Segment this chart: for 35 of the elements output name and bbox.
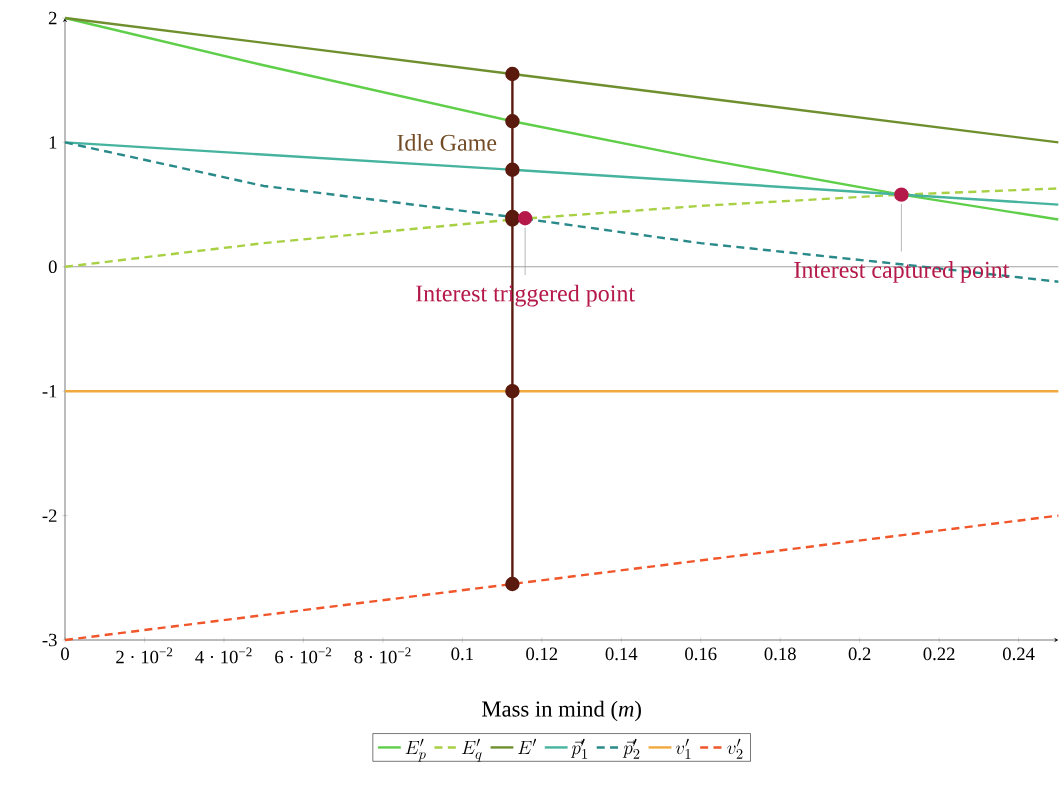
y-tick-label: -1	[42, 385, 57, 398]
x-tick-label: 0.14	[605, 647, 638, 661]
x-tick-label: 0.12	[526, 647, 558, 661]
x-tick-label: 0.16	[685, 647, 717, 661]
point	[505, 114, 520, 129]
legend-label: $E'_p$	[405, 738, 426, 762]
point	[505, 162, 520, 177]
annotation: Idle Game	[397, 133, 497, 151]
x-tick-label: 2 · 10$^{−2}$	[116, 647, 173, 664]
point	[505, 384, 520, 399]
point	[505, 66, 520, 82]
x-tick-label: 8 · 10$^{−2}$	[354, 647, 411, 664]
legend-label: $\vec{p}'_2$	[622, 738, 640, 759]
point	[505, 576, 520, 592]
x-tick-label: 0.18	[764, 647, 796, 661]
legend-label: $E'_q$	[461, 738, 482, 762]
legend-label: $\vec{p}'_1$	[570, 738, 587, 759]
y-tick-label: -2	[42, 509, 57, 522]
y-tick-label: -3	[42, 633, 57, 647]
x-tick-label: 0.24	[1002, 647, 1035, 661]
x-tick-label: 0.2	[848, 647, 871, 661]
y-tick-label: 0	[48, 260, 57, 274]
y-tick-label: 2	[48, 11, 57, 25]
legend-label: $v'_2$	[727, 738, 743, 759]
legend-label: $E'$	[518, 738, 537, 754]
x-tick-label: 0.1	[451, 647, 473, 661]
y-tick-label: 1	[49, 136, 57, 149]
x-tick-label: 4 · 10$^{−2}$	[195, 647, 252, 664]
point	[894, 187, 909, 202]
x-tick-label: 6 · 10$^{−2}$	[275, 647, 332, 664]
point	[517, 211, 533, 226]
legend-label: $v'_1$	[675, 738, 691, 759]
x-tick-label: 0.22	[923, 647, 955, 661]
x-axis-title: Mass in mind (m)	[482, 700, 641, 722]
x-tick-label: 0	[61, 647, 69, 661]
